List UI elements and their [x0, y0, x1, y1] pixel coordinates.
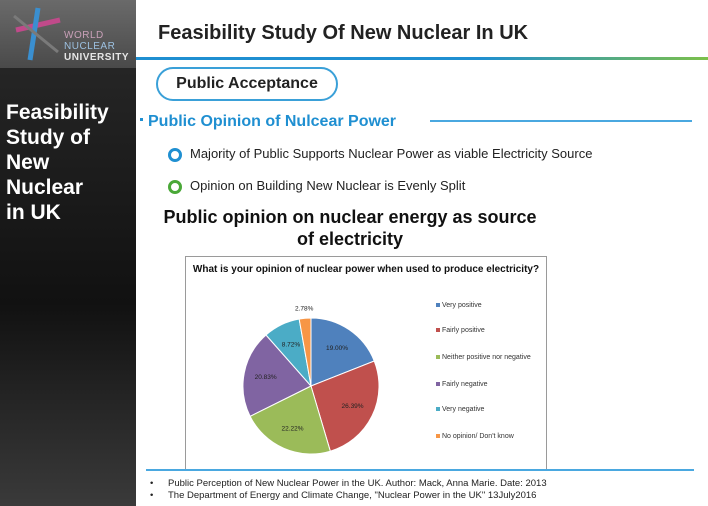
subheading-marker — [140, 118, 143, 121]
slice-label: 19.00% — [326, 345, 348, 352]
section-pill: Public Acceptance — [156, 67, 338, 101]
legend-label: Very positive — [442, 302, 482, 309]
point-text: Opinion on Building New Nuclear is Evenl… — [190, 178, 466, 193]
legend-swatch — [436, 407, 440, 411]
chart-title: What is your opinion of nuclear power wh… — [192, 264, 540, 275]
logo-text-world: WORLD — [64, 30, 104, 41]
legend-label: Fairly positive — [442, 327, 485, 334]
point-text: Majority of Public Supports Nuclear Powe… — [190, 146, 593, 161]
legend-swatch — [436, 328, 440, 332]
slice-label: 2.78% — [295, 305, 314, 312]
slice-label: 20.83% — [255, 374, 277, 381]
logo-text-nuclear: NUCLEAR — [64, 41, 116, 52]
sidebar: WORLD NUCLEAR UNIVERSITY Feasibility Stu… — [0, 0, 136, 506]
logo-text-university: UNIVERSITY — [64, 52, 130, 63]
header-divider — [136, 57, 708, 60]
subheading: Public Opinion of Nulcear Power — [148, 113, 397, 130]
pie-chart: What is your opinion of nuclear power wh… — [185, 256, 547, 470]
page-title: Feasibility Study Of New Nuclear In UK — [158, 22, 529, 44]
slice-label: 22.22% — [282, 425, 304, 432]
reference-item: The Department of Energy and Climate Cha… — [150, 490, 547, 502]
legend-label: Fairly negative — [442, 381, 488, 388]
header: Feasibility Study Of New Nuclear In UK — [136, 0, 708, 56]
logo-mark-icon — [13, 7, 61, 61]
pie-slice — [310, 360, 380, 452]
legend-label: No opinion/ Don't know — [442, 433, 514, 440]
wnu-logo: WORLD NUCLEAR UNIVERSITY — [0, 0, 136, 68]
references: Public Perception of New Nuclear Power i… — [150, 478, 547, 502]
pie-svg: 19.00% 26.39% 22.22% 20.83% 8.72% 2.78% — [242, 305, 380, 455]
circle-bullet-icon — [168, 148, 182, 162]
reference-item: Public Perception of New Nuclear Power i… — [150, 478, 547, 490]
chart-heading: Public opinion on nuclear energy as sour… — [163, 207, 537, 249]
footer-divider — [146, 469, 694, 471]
slice-label: 8.72% — [282, 341, 301, 348]
slice-label: 26.39% — [342, 403, 364, 410]
legend-swatch — [436, 434, 440, 438]
subheading-rule — [430, 120, 692, 122]
legend-label: Very negative — [442, 406, 485, 413]
pie-slice — [242, 334, 312, 417]
legend-label: Neither positive nor negative — [442, 354, 531, 361]
pie-slice — [249, 385, 331, 455]
legend-swatch — [436, 355, 440, 359]
circle-bullet-icon — [168, 180, 182, 194]
pie-slice — [310, 317, 375, 387]
pie-slice — [298, 317, 312, 387]
sidebar-title: Feasibility Study of New Nuclear in UK — [6, 101, 109, 224]
legend-swatch — [436, 303, 440, 307]
legend-swatch — [436, 382, 440, 386]
